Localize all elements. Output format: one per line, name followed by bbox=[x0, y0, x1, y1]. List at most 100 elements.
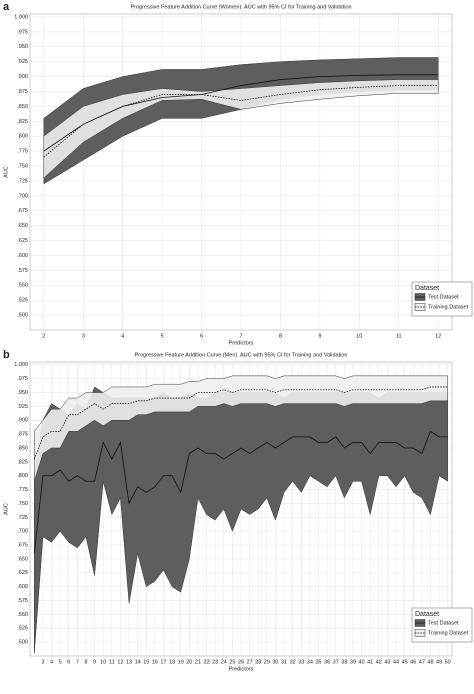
y-tick-label: .750 bbox=[17, 501, 28, 507]
y-tick-label: .900 bbox=[17, 418, 28, 424]
y-tick-label: .550 bbox=[17, 612, 28, 618]
y-tick-label: .950 bbox=[17, 44, 28, 50]
x-tick-label: 21 bbox=[195, 659, 201, 665]
x-tick-label: 39 bbox=[350, 659, 356, 665]
ci-band bbox=[34, 375, 448, 482]
x-tick-label: 11 bbox=[109, 659, 115, 665]
x-tick-label: 36 bbox=[324, 659, 330, 665]
x-tick-label: 6 bbox=[67, 659, 70, 665]
x-tick-label: 48 bbox=[427, 659, 433, 665]
x-tick-label: 9 bbox=[93, 659, 96, 665]
y-tick-label: .950 bbox=[17, 390, 28, 396]
x-tick-label: 8 bbox=[279, 333, 282, 339]
x-tick-label: 18 bbox=[169, 659, 175, 665]
x-tick-label: 17 bbox=[160, 659, 166, 665]
y-tick-label: .900 bbox=[17, 74, 28, 80]
x-tick-label: 22 bbox=[203, 659, 209, 665]
x-tick-label: 33 bbox=[298, 659, 304, 665]
y-axis-label: AUC bbox=[3, 166, 9, 178]
x-tick-label: 37 bbox=[333, 659, 339, 665]
y-tick-label: .750 bbox=[17, 163, 28, 169]
y-tick-label: .850 bbox=[17, 104, 28, 110]
y-tick-label: .875 bbox=[17, 432, 28, 438]
y-tick-label: 1.000 bbox=[14, 362, 28, 368]
y-tick-label: .525 bbox=[17, 626, 28, 632]
y-tick-label: .650 bbox=[17, 556, 28, 562]
y-tick-label: .975 bbox=[17, 29, 28, 35]
y-tick-label: .625 bbox=[17, 570, 28, 576]
y-tick-label: .525 bbox=[17, 298, 28, 304]
legend-title: Dataset bbox=[415, 285, 439, 292]
y-tick-label: .775 bbox=[17, 149, 28, 155]
x-tick-label: 5 bbox=[161, 333, 164, 339]
legend-label: Test Dataset bbox=[428, 294, 459, 300]
x-tick-label: 16 bbox=[152, 659, 158, 665]
y-tick-label: .800 bbox=[17, 473, 28, 479]
y-tick-label: .675 bbox=[17, 543, 28, 549]
x-tick-label: 4 bbox=[50, 659, 53, 665]
x-tick-label: 15 bbox=[143, 659, 149, 665]
x-tick-label: 42 bbox=[376, 659, 382, 665]
y-tick-label: .550 bbox=[17, 283, 28, 289]
y-tick-label: .850 bbox=[17, 445, 28, 451]
x-tick-label: 24 bbox=[221, 659, 227, 665]
x-tick-label: 5 bbox=[59, 659, 62, 665]
y-tick-label: .975 bbox=[17, 376, 28, 382]
x-tick-label: 19 bbox=[178, 659, 184, 665]
x-tick-label: 28 bbox=[255, 659, 261, 665]
x-tick-label: 11 bbox=[396, 333, 402, 339]
mean-line bbox=[33, 386, 448, 460]
x-tick-label: 6 bbox=[200, 333, 203, 339]
y-tick-label: .700 bbox=[17, 529, 28, 535]
x-tick-label: 7 bbox=[239, 333, 242, 339]
x-axis-label: Predictors bbox=[229, 666, 254, 672]
x-tick-label: 12 bbox=[117, 659, 123, 665]
x-tick-label: 46 bbox=[410, 659, 416, 665]
y-tick-label: .925 bbox=[17, 404, 28, 410]
x-tick-label: 13 bbox=[126, 659, 132, 665]
x-tick-label: 14 bbox=[135, 659, 141, 665]
y-tick-label: .825 bbox=[17, 119, 28, 125]
y-tick-label: .575 bbox=[17, 268, 28, 274]
x-tick-label: 3 bbox=[82, 333, 85, 339]
y-tick-label: .825 bbox=[17, 459, 28, 465]
x-tick-label: 32 bbox=[290, 659, 296, 665]
x-tick-label: 12 bbox=[435, 333, 441, 339]
y-tick-label: .725 bbox=[17, 178, 28, 184]
y-tick-label: .650 bbox=[17, 223, 28, 229]
x-tick-label: 47 bbox=[419, 659, 425, 665]
x-tick-label: 50 bbox=[445, 659, 451, 665]
y-tick-label: .600 bbox=[17, 253, 28, 259]
x-tick-label: 34 bbox=[307, 659, 313, 665]
x-tick-label: 8 bbox=[84, 659, 87, 665]
x-tick-label: 45 bbox=[402, 659, 408, 665]
x-tick-label: 38 bbox=[341, 659, 347, 665]
chart-title: Progressive Feature Addition Curve (Men)… bbox=[135, 352, 348, 358]
x-tick-label: 44 bbox=[393, 659, 399, 665]
x-tick-label: 9 bbox=[318, 333, 321, 339]
legend-label: Training Dataset bbox=[428, 304, 469, 310]
chart-title: Progressive Feature Addition Curve (Wome… bbox=[130, 4, 351, 10]
x-tick-label: 7 bbox=[76, 659, 79, 665]
x-tick-label: 25 bbox=[229, 659, 235, 665]
x-axis-label: Predictors bbox=[229, 340, 254, 346]
x-tick-label: 3 bbox=[41, 659, 44, 665]
y-axis-label: AUC bbox=[3, 503, 9, 515]
x-tick-label: 30 bbox=[272, 659, 278, 665]
y-tick-label: .600 bbox=[17, 584, 28, 590]
panel-label: a bbox=[3, 1, 10, 13]
x-tick-label: 10 bbox=[100, 659, 106, 665]
y-tick-label: .675 bbox=[17, 208, 28, 214]
x-tick-label: 31 bbox=[281, 659, 287, 665]
ci-band bbox=[43, 79, 439, 179]
y-tick-label: 1.000 bbox=[14, 14, 28, 20]
y-tick-label: .575 bbox=[17, 598, 28, 604]
y-tick-label: .875 bbox=[17, 89, 28, 95]
x-tick-label: 20 bbox=[186, 659, 192, 665]
y-tick-label: .800 bbox=[17, 134, 28, 140]
x-tick-label: 40 bbox=[359, 659, 365, 665]
y-tick-label: .625 bbox=[17, 238, 28, 244]
x-tick-label: 29 bbox=[264, 659, 270, 665]
legend-label: Test Dataset bbox=[428, 620, 459, 626]
